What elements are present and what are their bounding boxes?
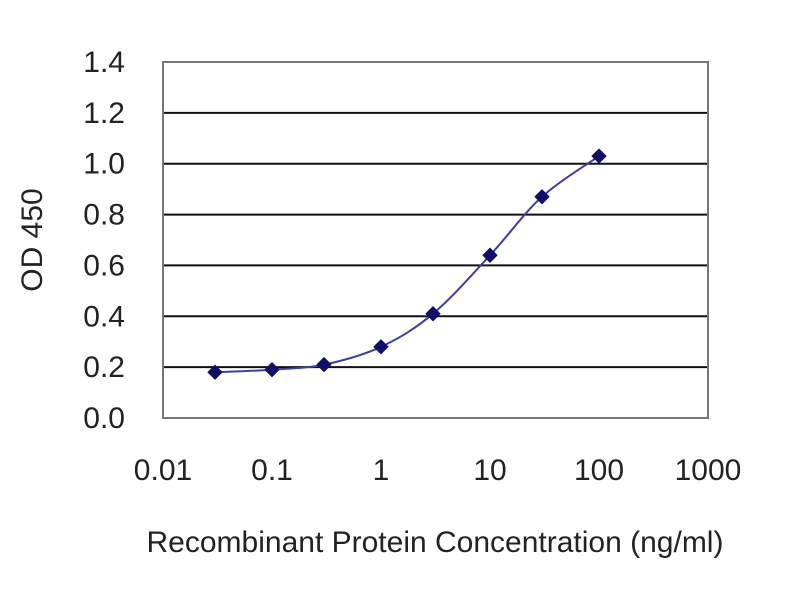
x-tick-label: 1: [373, 454, 390, 487]
data-point: [591, 148, 607, 164]
x-tick-label: 1000: [675, 454, 742, 487]
y-tick-label: 1.4: [83, 46, 125, 79]
data-point: [534, 189, 550, 205]
y-tick-label: 0.4: [83, 300, 125, 333]
y-tick-label: 1.2: [83, 97, 125, 130]
y-tick-label: 0.6: [83, 249, 125, 282]
data-point: [373, 339, 389, 355]
plot-frame: [162, 61, 709, 419]
y-tick-labels: 0.0 0.2 0.4 0.6 0.8 1.0 1.2 1.4: [83, 46, 125, 435]
data-point: [207, 364, 223, 380]
x-tick-label: 10: [473, 454, 506, 487]
x-tick-label: 100: [574, 454, 624, 487]
x-tick-label: 0.1: [251, 454, 293, 487]
data-point: [482, 247, 498, 263]
data-point: [425, 306, 441, 322]
data-point: [316, 356, 332, 373]
y-axis-label: OD 450: [16, 188, 49, 291]
y-tick-label: 0.2: [83, 351, 125, 384]
y-tick-label: 1.0: [83, 148, 125, 181]
x-tick-label: 0.01: [134, 454, 192, 487]
x-tick-labels: 0.01 0.1 1 10 100 1000: [134, 454, 742, 487]
x-axis-label: Recombinant Protein Concentration (ng/ml…: [147, 526, 724, 559]
data-point: [264, 361, 280, 378]
grid-lines: [163, 111, 708, 369]
y-tick-label: 0.0: [83, 402, 125, 435]
y-tick-label: 0.8: [83, 199, 125, 232]
series: [207, 148, 607, 380]
series-line: [214, 155, 600, 374]
